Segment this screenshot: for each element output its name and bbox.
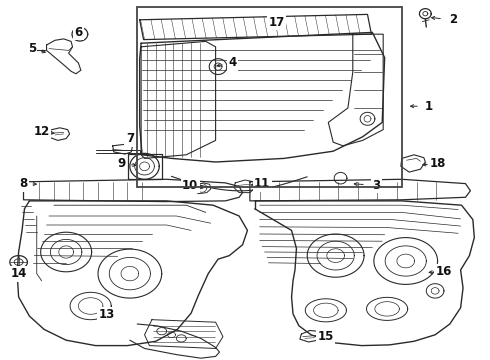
Text: 3: 3 [372, 179, 380, 192]
Text: 2: 2 [449, 13, 457, 26]
Text: 12: 12 [33, 125, 50, 138]
Text: 13: 13 [98, 309, 115, 321]
Text: 18: 18 [429, 157, 446, 170]
Text: 7: 7 [126, 132, 134, 145]
Text: 17: 17 [269, 16, 285, 29]
Bar [137, 7, 402, 187]
Text: 6: 6 [74, 26, 82, 39]
Text: 8: 8 [20, 177, 27, 190]
Text: 5: 5 [28, 42, 36, 55]
Text: 10: 10 [182, 179, 198, 192]
Text: 16: 16 [435, 265, 452, 278]
Text: 11: 11 [254, 177, 270, 190]
Text: 4: 4 [229, 57, 237, 69]
Text: 14: 14 [10, 267, 27, 280]
Text: 1: 1 [425, 100, 433, 113]
Text: 9: 9 [118, 157, 125, 170]
Text: 15: 15 [318, 330, 334, 343]
